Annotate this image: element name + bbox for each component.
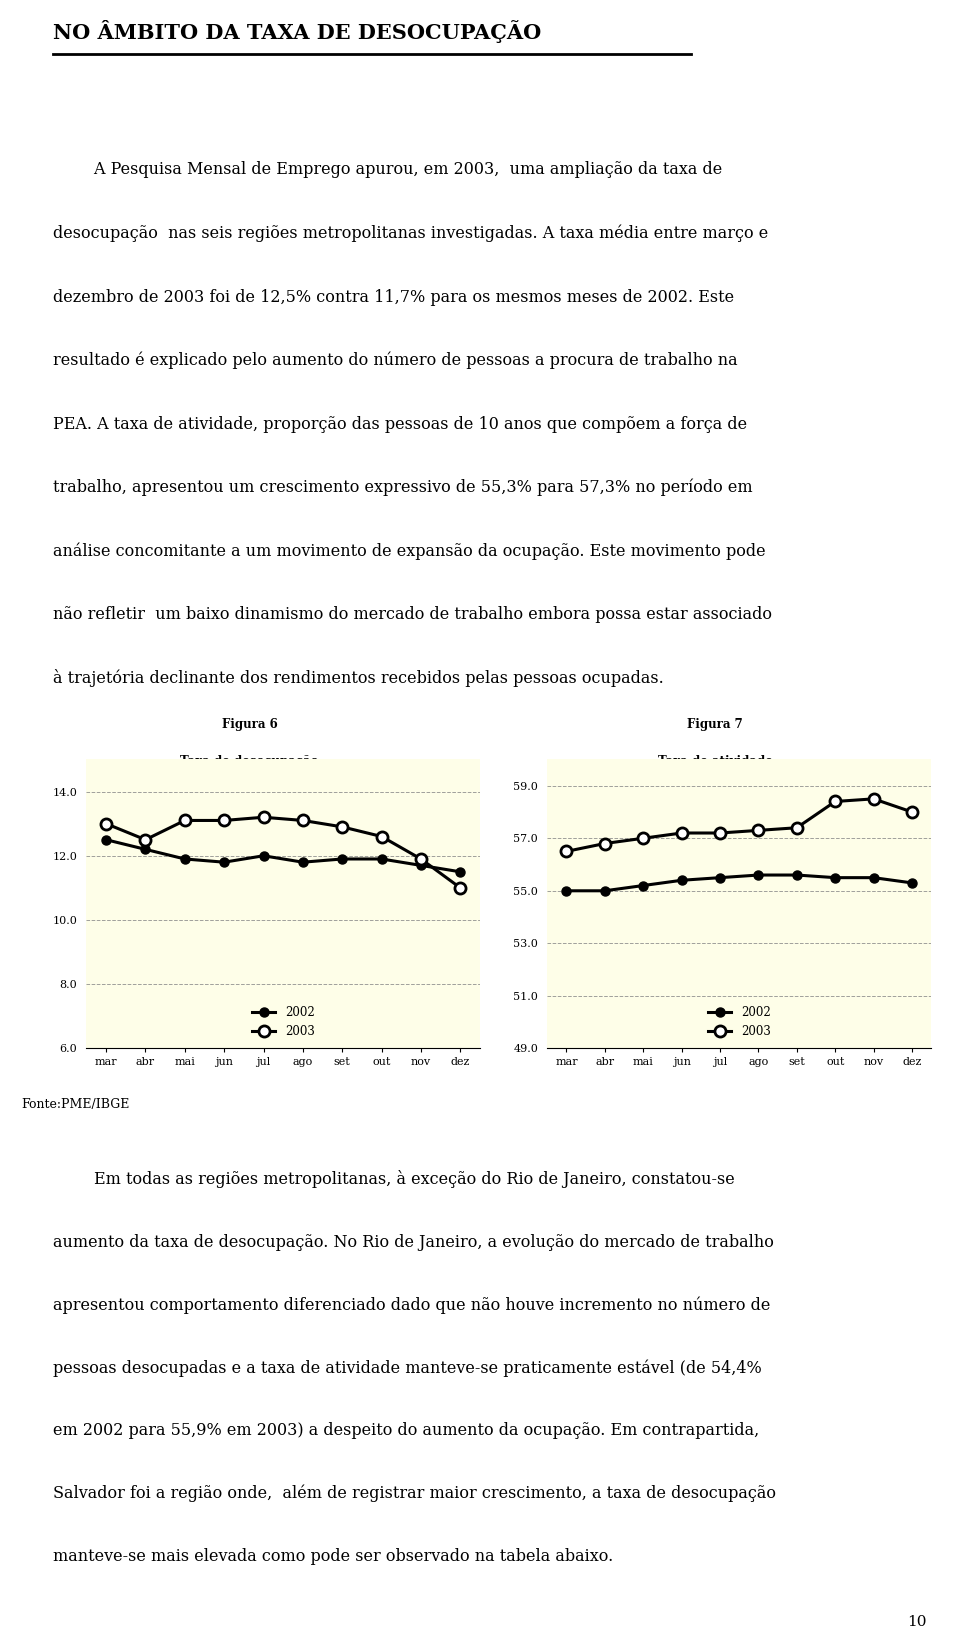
Text: pessoas desocupadas e a taxa de atividade manteve-se praticamente estável (de 54: pessoas desocupadas e a taxa de atividad… [53, 1359, 761, 1377]
Text: Taxa de atividade: Taxa de atividade [658, 756, 773, 768]
Text: A Pesquisa Mensal de Emprego apurou, em 2003,  uma ampliação da taxa de: A Pesquisa Mensal de Emprego apurou, em … [53, 162, 722, 178]
Text: Taxa de desocupação: Taxa de desocupação [180, 756, 319, 768]
Text: Em todas as regiões metropolitanas, à exceção do Rio de Janeiro, constatou-se: Em todas as regiões metropolitanas, à ex… [53, 1171, 734, 1189]
Text: Fonte:PME/IBGE: Fonte:PME/IBGE [21, 1098, 130, 1111]
Text: Figura 6: Figura 6 [222, 718, 277, 731]
Text: não refletir  um baixo dinamismo do mercado de trabalho embora possa estar assoc: não refletir um baixo dinamismo do merca… [53, 606, 772, 624]
Text: Total das Regiões Metropolitanas: Total das Regiões Metropolitanas [139, 792, 360, 806]
Text: em 2002 para 55,9% em 2003) a despeito do aumento da ocupação. Em contrapartida,: em 2002 para 55,9% em 2003) a despeito d… [53, 1423, 759, 1440]
Text: trabalho, apresentou um crescimento expressivo de 55,3% para 57,3% no período em: trabalho, apresentou um crescimento expr… [53, 479, 753, 497]
Text: Figura 7: Figura 7 [687, 718, 743, 731]
Text: PEA. A taxa de atividade, proporção das pessoas de 10 anos que compõem a força d: PEA. A taxa de atividade, proporção das … [53, 416, 747, 433]
Legend: 2002, 2003: 2002, 2003 [247, 1001, 320, 1042]
Text: apresentou comportamento diferenciado dado que não houve incremento no número de: apresentou comportamento diferenciado da… [53, 1296, 770, 1314]
Text: 10: 10 [907, 1615, 926, 1630]
Text: aumento da taxa de desocupação. No Rio de Janeiro, a evolução do mercado de trab: aumento da taxa de desocupação. No Rio d… [53, 1235, 774, 1251]
Text: Total das Regiões Metropolitanas: Total das Regiões Metropolitanas [605, 792, 826, 806]
Text: NO ÂMBITO DA TAXA DE DESOCUPAÇÃO: NO ÂMBITO DA TAXA DE DESOCUPAÇÃO [53, 20, 541, 43]
Text: dezembro de 2003 foi de 12,5% contra 11,7% para os mesmos meses de 2002. Este: dezembro de 2003 foi de 12,5% contra 11,… [53, 289, 734, 305]
Text: manteve-se mais elevada como pode ser observado na tabela abaixo.: manteve-se mais elevada como pode ser ob… [53, 1549, 613, 1565]
Text: Salvador foi a região onde,  além de registrar maior crescimento, a taxa de deso: Salvador foi a região onde, além de regi… [53, 1484, 776, 1502]
Text: análise concomitante a um movimento de expansão da ocupação. Este movimento pode: análise concomitante a um movimento de e… [53, 542, 765, 560]
Text: à trajetória declinante dos rendimentos recebidos pelas pessoas ocupadas.: à trajetória declinante dos rendimentos … [53, 669, 663, 687]
Text: resultado é explicado pelo aumento do número de pessoas a procura de trabalho na: resultado é explicado pelo aumento do nú… [53, 352, 737, 370]
Text: desocupação  nas seis regiões metropolitanas investigadas. A taxa média entre ma: desocupação nas seis regiões metropolita… [53, 225, 768, 243]
Legend: 2002, 2003: 2002, 2003 [703, 1001, 776, 1042]
